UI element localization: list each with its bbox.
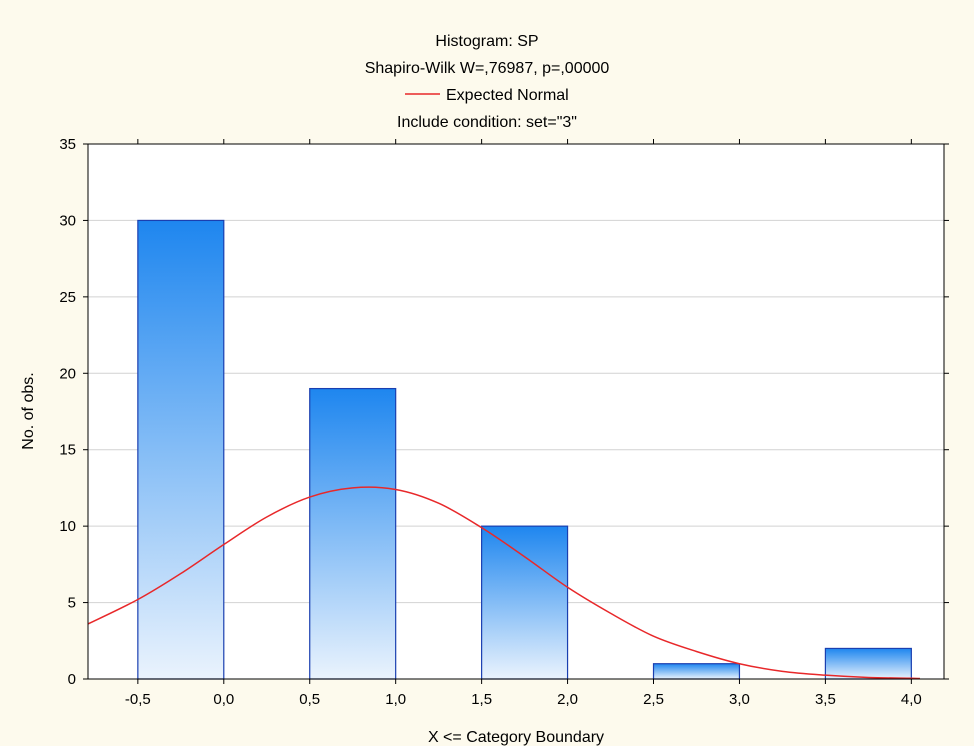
- chart-title: Histogram: SP: [435, 33, 538, 50]
- y-axis-label: No. of obs.: [20, 372, 37, 449]
- plot-frame: [87, 143, 945, 680]
- y-tick-label: 30: [59, 212, 76, 229]
- y-axis: 0 5 10 15 20 25 30 35: [59, 136, 949, 688]
- y-tick-label: 20: [59, 365, 76, 382]
- x-tick-label: 4,0: [901, 691, 922, 708]
- histogram-bar: [824, 647, 912, 680]
- histogram-bar: [652, 663, 741, 680]
- y-tick-label: 25: [59, 289, 76, 306]
- histogram-bar: [309, 387, 397, 680]
- y-tick-label: 35: [59, 136, 76, 153]
- expected-normal-curve: [88, 486, 920, 679]
- x-tick-label: 3,0: [729, 691, 750, 708]
- histogram-bar: [481, 525, 569, 680]
- x-tick-label: 2,0: [557, 691, 578, 708]
- expected-normal-curve-group: [88, 486, 920, 679]
- y-tick-label: 10: [59, 518, 76, 535]
- x-tick-label: 3,5: [815, 691, 836, 708]
- x-tick-label: 0,0: [213, 691, 234, 708]
- x-tick-label: -0,5: [125, 691, 151, 708]
- x-axis-label: X <= Category Boundary: [428, 729, 604, 746]
- x-tick-label: 1,5: [471, 691, 492, 708]
- y-tick-label: 5: [68, 595, 76, 612]
- legend-label: Expected Normal: [446, 87, 569, 104]
- x-tick-label: 0,5: [299, 691, 320, 708]
- chart-condition: Include condition: set="3": [397, 114, 577, 131]
- y-tick-label: 15: [59, 442, 76, 459]
- histogram-bar: [137, 219, 225, 680]
- y-tick-label: 0: [68, 671, 76, 688]
- x-tick-label: 2,5: [643, 691, 664, 708]
- x-tick-label: 1,0: [385, 691, 406, 708]
- x-axis: -0,5 0,0 0,5 1,0 1,5 2,0 2,5 3,0 3,5 4,0: [125, 139, 922, 708]
- chart-subtitle: Shapiro-Wilk W=,76987, p=,00000: [365, 60, 610, 77]
